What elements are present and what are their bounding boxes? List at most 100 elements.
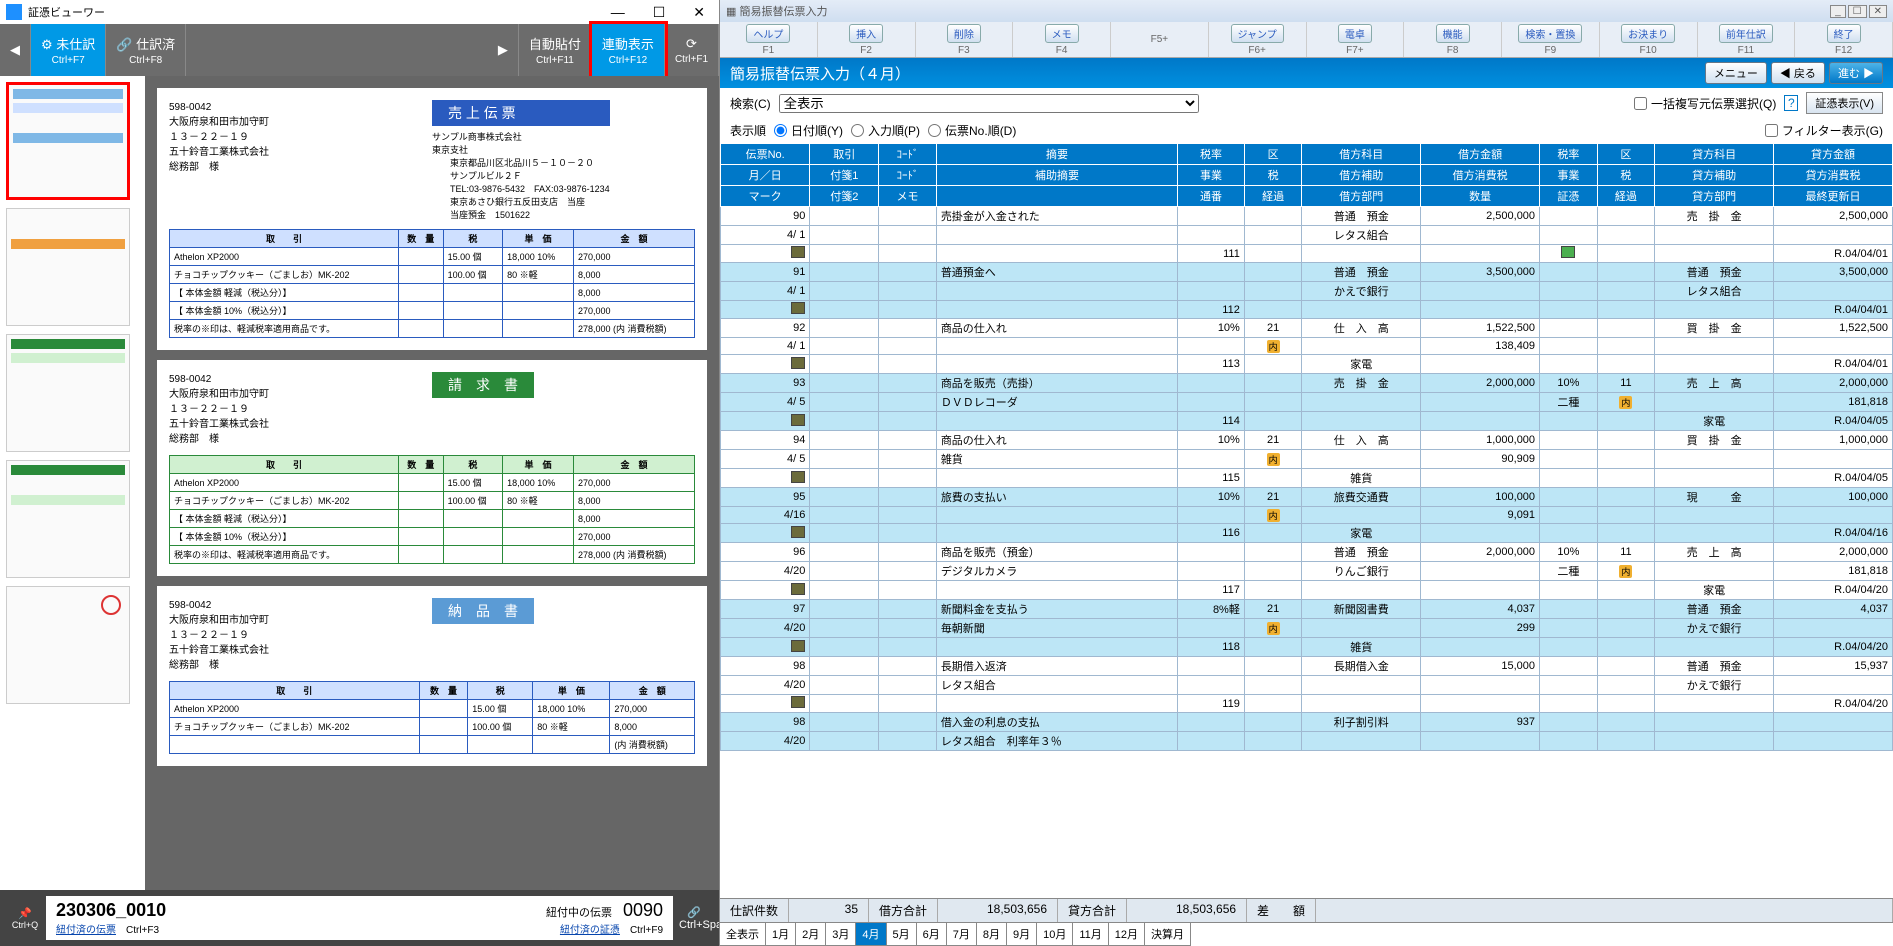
- close-button[interactable]: ✕: [685, 2, 713, 23]
- table-row[interactable]: 4/ 1内138,409: [721, 338, 1893, 355]
- thumbnail-strip[interactable]: [0, 76, 145, 890]
- fkey-F8[interactable]: 機能F8: [1404, 22, 1502, 57]
- chain-icon: 🔗: [679, 906, 709, 919]
- order-input-radio[interactable]: 入力順(P): [851, 122, 920, 139]
- nav-prev-button[interactable]: ◀: [0, 24, 31, 76]
- table-row[interactable]: 4/20レタス組合かえで銀行: [721, 676, 1893, 695]
- search-label: 検索(C): [730, 95, 771, 112]
- fkey-F12[interactable]: 終了F12: [1795, 22, 1893, 57]
- month-tab[interactable]: 3月: [825, 922, 856, 946]
- thumbnail[interactable]: [6, 460, 130, 578]
- fkey-F1[interactable]: ヘルプF1: [720, 22, 818, 57]
- order-date-radio[interactable]: 日付順(Y): [774, 122, 843, 139]
- table-row[interactable]: 97新聞料金を支払う8%軽21新聞図書費4,037普通 預金4,037: [721, 600, 1893, 619]
- month-tab[interactable]: 9月: [1006, 922, 1037, 946]
- table-row[interactable]: 4/ 1レタス組合: [721, 226, 1893, 245]
- tab-unposted[interactable]: ⚙ 未仕訳 Ctrl+F7: [31, 24, 106, 76]
- month-tab[interactable]: 決算月: [1144, 922, 1191, 946]
- entry-grid[interactable]: 伝票No.取引ｺｰﾄﾞ摘要税率区借方科目借方金額税率区貸方科目貸方金額月／日付箋…: [720, 143, 1893, 898]
- month-tab[interactable]: 10月: [1036, 922, 1073, 946]
- fkey-F4[interactable]: メモF4: [1013, 22, 1111, 57]
- linked-slips-link[interactable]: 紐付済の伝票: [56, 925, 116, 936]
- table-row[interactable]: 114家電R.04/04/05: [721, 412, 1893, 431]
- nav-next-button[interactable]: ▶: [488, 24, 519, 76]
- filter-checkbox[interactable]: フィルター表示(G): [1765, 122, 1883, 139]
- month-tab[interactable]: 全表示: [719, 922, 766, 946]
- thumbnail[interactable]: [6, 586, 130, 704]
- table-row[interactable]: 98借入金の利息の支払利子割引料937: [721, 713, 1893, 732]
- table-row[interactable]: 95旅費の支払い10%21旅費交通費100,000現 金100,000: [721, 488, 1893, 507]
- table-row[interactable]: 4/16内9,091: [721, 507, 1893, 524]
- table-row[interactable]: 115雑貨R.04/04/05: [721, 469, 1893, 488]
- table-row[interactable]: 4/20デジタルカメラりんご銀行二種内181,818: [721, 562, 1893, 581]
- table-row[interactable]: 92商品の仕入れ10%21仕 入 高1,522,500買 掛 金1,522,50…: [721, 319, 1893, 338]
- table-row[interactable]: 94商品の仕入れ10%21仕 入 高1,000,000買 掛 金1,000,00…: [721, 431, 1893, 450]
- table-row[interactable]: 90売掛金が入金された普通 預金2,500,000売 掛 金2,500,000: [721, 207, 1893, 226]
- table-row[interactable]: 4/ 1かえで銀行レタス組合: [721, 282, 1893, 301]
- search-select[interactable]: 全表示: [779, 94, 1199, 113]
- table-row[interactable]: 112R.04/04/01: [721, 301, 1893, 319]
- document-preview-area[interactable]: 598-0042大阪府泉和田市加守町１３－２２－１９五十鈴音工業株式会社総務部 …: [145, 76, 719, 890]
- forward-button[interactable]: 進む ▶: [1829, 62, 1883, 84]
- table-row[interactable]: 93商品を販売（売掛）売 掛 金2,000,00010%11売 上 高2,000…: [721, 374, 1893, 393]
- tab-posted[interactable]: 🔗 仕訳済 Ctrl+F8: [106, 24, 186, 76]
- month-tab[interactable]: 7月: [946, 922, 977, 946]
- table-row[interactable]: 119R.04/04/20: [721, 695, 1893, 713]
- dr-total-label: 借方合計: [869, 899, 938, 922]
- fkey-F6+[interactable]: ジャンプF6+: [1209, 22, 1307, 57]
- month-tab[interactable]: 8月: [976, 922, 1007, 946]
- function-key-bar: ヘルプF1挿入F2削除F3メモF4F5+ジャンプF6+電卓F7+機能F8検索・置…: [720, 22, 1893, 58]
- multi-copy-checkbox[interactable]: 一括複写元伝票選択(Q): [1634, 95, 1776, 112]
- month-tab[interactable]: 4月: [855, 922, 886, 946]
- table-row[interactable]: 118雑貨R.04/04/20: [721, 638, 1893, 657]
- table-row[interactable]: 4/20毎朝新聞内299かえで銀行: [721, 619, 1893, 638]
- viewer-toolbar: ◀ ⚙ 未仕訳 Ctrl+F7 🔗 仕訳済 Ctrl+F8 ▶ 自動貼付 Ctr…: [0, 24, 719, 76]
- table-row[interactable]: 4/20レタス組合 利率年３％: [721, 732, 1893, 751]
- thumbnail[interactable]: [6, 82, 130, 200]
- back-button[interactable]: ◀ 戻る: [1771, 62, 1825, 84]
- table-row[interactable]: 113家電R.04/04/01: [721, 355, 1893, 374]
- minimize-button[interactable]: ―: [603, 2, 633, 23]
- show-receipt-button[interactable]: 証憑表示(V): [1806, 92, 1883, 114]
- table-row[interactable]: 111R.04/04/01: [721, 245, 1893, 263]
- help-icon[interactable]: ?: [1784, 95, 1798, 111]
- month-tab[interactable]: 6月: [916, 922, 947, 946]
- refresh-button[interactable]: ⟳ Ctrl+F1: [665, 24, 719, 76]
- fkey-F5+[interactable]: F5+: [1111, 22, 1209, 57]
- maximize-button[interactable]: ☐: [645, 2, 674, 23]
- linked-receipts-link[interactable]: 紐付済の証憑: [560, 925, 620, 936]
- autopaste-button[interactable]: 自動貼付 Ctrl+F11: [519, 24, 592, 76]
- pin-button[interactable]: 📌 Ctrl+Q: [10, 907, 40, 930]
- linked-view-button[interactable]: 連動表示 Ctrl+F12: [592, 24, 665, 76]
- table-row[interactable]: 96商品を販売（預金）普通 預金2,000,00010%11売 上 高2,000…: [721, 543, 1893, 562]
- month-tab[interactable]: 11月: [1072, 922, 1108, 946]
- fkey-F2[interactable]: 挿入F2: [818, 22, 916, 57]
- table-row[interactable]: 91普通預金へ普通 預金3,500,000普通 預金3,500,000: [721, 263, 1893, 282]
- minimize-button[interactable]: _: [1830, 5, 1846, 18]
- month-tab[interactable]: 1月: [765, 922, 796, 946]
- table-row[interactable]: 98長期借入返済長期借入金15,000普通 預金15,937: [721, 657, 1893, 676]
- chain-button[interactable]: 🔗 Ctrl+Space: [679, 906, 709, 931]
- dr-total-value: 18,503,656: [938, 899, 1058, 922]
- menu-button[interactable]: メニュー: [1705, 62, 1767, 84]
- fkey-F9[interactable]: 検索・置換F9: [1502, 22, 1600, 57]
- maximize-button[interactable]: ☐: [1848, 5, 1867, 18]
- fkey-F7+[interactable]: 電卓F7+: [1307, 22, 1405, 57]
- table-row[interactable]: 4/ 5ＤＶＤレコーダ二種内181,818: [721, 393, 1893, 412]
- month-tab[interactable]: 2月: [795, 922, 826, 946]
- month-tab[interactable]: 5月: [886, 922, 917, 946]
- fkey-F3[interactable]: 削除F3: [916, 22, 1014, 57]
- thumbnail[interactable]: [6, 208, 130, 326]
- order-slipno-radio[interactable]: 伝票No.順(D): [928, 122, 1016, 139]
- table-row[interactable]: 117家電R.04/04/20: [721, 581, 1893, 600]
- month-tab[interactable]: 12月: [1108, 922, 1145, 946]
- fkey-F11[interactable]: 前年仕訳F11: [1698, 22, 1796, 57]
- thumbnail[interactable]: [6, 334, 130, 452]
- table-row[interactable]: 4/ 5雑貨内90,909: [721, 450, 1893, 469]
- month-tabs: 全表示1月2月3月4月5月6月7月8月9月10月11月12月決算月: [720, 922, 1893, 946]
- current-file-name: 230306_0010: [56, 900, 166, 921]
- table-row[interactable]: 116家電R.04/04/16: [721, 524, 1893, 543]
- fkey-F10[interactable]: お決まりF10: [1600, 22, 1698, 57]
- document-page: 598-0042大阪府泉和田市加守町１３－２２－１９五十鈴音工業株式会社総務部 …: [157, 586, 707, 766]
- close-button[interactable]: ✕: [1869, 5, 1887, 18]
